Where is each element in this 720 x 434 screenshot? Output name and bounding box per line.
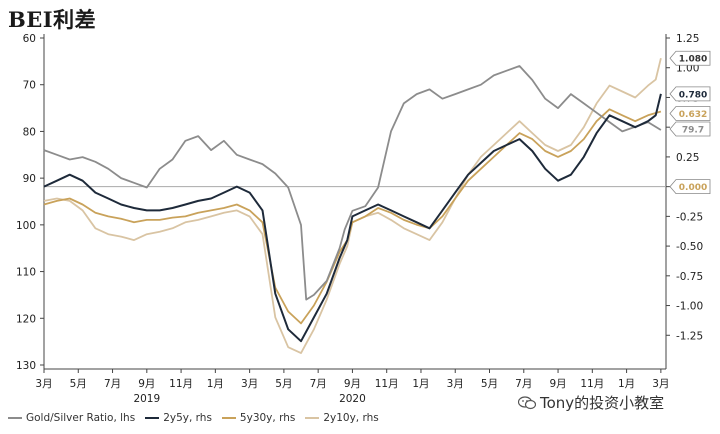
- watermark-text: Tony的投资小教室: [540, 394, 665, 412]
- series-line-3: [43, 57, 662, 354]
- legend-label: 2y5y, rhs: [163, 412, 212, 424]
- x-tick-label: 5月: [70, 378, 87, 390]
- callout-2y10y: 1.080: [669, 50, 711, 66]
- callout-zero: 0.000: [669, 179, 711, 195]
- callout-gold-silver: 79.7: [669, 121, 711, 137]
- callout-5y30y-box: [669, 106, 711, 121]
- legend-label: 2y10y, rhs: [323, 412, 379, 424]
- chart-series: [43, 57, 662, 354]
- x-tick-label: 3月: [447, 378, 464, 390]
- legend-item-2: 5y30y, rhs: [221, 412, 296, 424]
- left-tick-label: 120: [16, 313, 36, 325]
- callout-2y5y-box: [669, 86, 711, 102]
- callout-5y30y: 0.632: [669, 106, 711, 121]
- legend-label: 5y30y, rhs: [239, 412, 296, 424]
- x-tick-label: 7月: [104, 378, 121, 390]
- x-tick-label: 5月: [481, 378, 498, 390]
- legend-swatch: [8, 417, 22, 419]
- left-tick-label: 60: [23, 33, 36, 45]
- legend-item-1: 2y5y, rhs: [145, 412, 212, 424]
- chart-title: BEI利差: [8, 7, 97, 32]
- year-label: 2019: [133, 393, 160, 405]
- callout-2y5y-text: 0.780: [679, 90, 707, 100]
- x-tick-label: 3月: [652, 378, 669, 390]
- x-tick-label: 7月: [515, 378, 532, 390]
- right-tick-label: 0.25: [676, 152, 699, 164]
- year-label: 2020: [339, 393, 366, 405]
- right-tick-label: 1.25: [676, 33, 699, 45]
- callout-gold-silver-text: 79.7: [682, 126, 704, 136]
- left-tick-label: 130: [16, 360, 36, 372]
- x-tick-label: 7月: [310, 378, 327, 390]
- callout-gold-silver-box: [669, 121, 711, 137]
- x-tick-label: 3月: [35, 378, 52, 390]
- right-tick-label: -1.00: [676, 301, 703, 313]
- watermark: Tony的投资小教室: [517, 392, 665, 413]
- series-line-1: [43, 93, 662, 343]
- right-tick-label: -1.25: [676, 330, 703, 342]
- left-tick-label: 70: [23, 80, 36, 92]
- callout-zero-box: [669, 179, 711, 195]
- left-tick-label: 100: [16, 220, 36, 232]
- chart-legend: Gold/Silver Ratio, lhs 2y5y, rhs 5y30y, rh…: [8, 412, 379, 424]
- x-tick-label: 9月: [549, 378, 566, 390]
- x-tick-label: 11月: [169, 378, 193, 390]
- left-tick-label: 110: [16, 267, 36, 279]
- x-tick-label: 9月: [344, 378, 361, 390]
- legend-swatch: [221, 417, 236, 419]
- chart-callouts: 1.080 0.780 0.632 79.7 0.000: [669, 50, 711, 195]
- left-tick-label: 90: [23, 173, 36, 185]
- x-tick-label: 1月: [207, 378, 224, 390]
- callout-2y5y: 0.780: [669, 86, 711, 102]
- legend-swatch: [145, 417, 160, 419]
- x-tick-label: 5月: [275, 378, 292, 390]
- right-tick-label: -0.25: [676, 211, 703, 223]
- x-tick-label: 3月: [241, 378, 258, 390]
- x-tick-label: 11月: [580, 378, 604, 390]
- series-line-0: [43, 65, 662, 301]
- callout-2y10y-box: [669, 50, 711, 66]
- legend-item-3: 2y10y, rhs: [305, 412, 379, 424]
- left-tick-label: 80: [23, 126, 36, 138]
- right-tick-label: -0.75: [676, 271, 703, 283]
- callout-zero-text: 0.000: [679, 183, 707, 193]
- callout-5y30y-text: 0.632: [679, 110, 707, 120]
- x-tick-label: 9月: [138, 378, 155, 390]
- legend-swatch: [305, 417, 320, 419]
- x-tick-label: 1月: [412, 378, 429, 390]
- legend-item-0: Gold/Silver Ratio, lhs: [8, 412, 135, 424]
- right-tick-label: 1.00: [676, 63, 699, 75]
- legend-label: Gold/Silver Ratio, lhs: [26, 412, 136, 424]
- callout-2y10y-text: 1.080: [679, 55, 707, 65]
- x-tick-label: 11月: [375, 378, 399, 390]
- wechat-icon: [517, 395, 537, 410]
- right-tick-label: -0.50: [676, 241, 703, 253]
- x-tick-label: 1月: [618, 378, 635, 390]
